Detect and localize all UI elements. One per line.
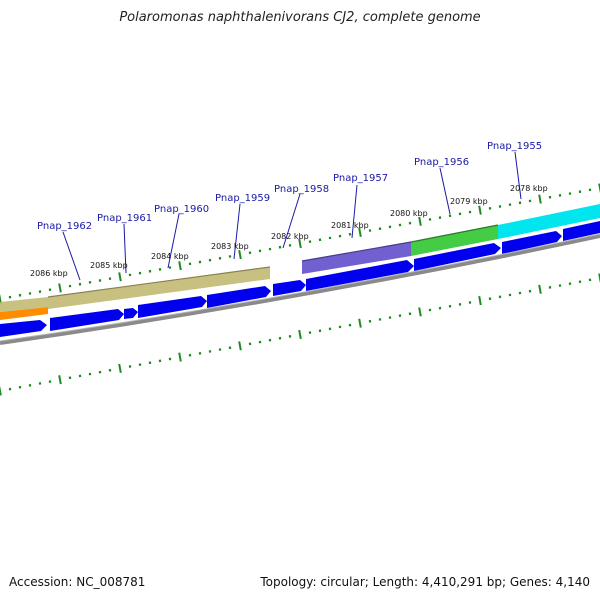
- kbp-label: 2081 kbp: [331, 221, 369, 230]
- cds-arrow[interactable]: [207, 286, 271, 308]
- kbp-labels: 2086 kbp 2085 kbp 2084 kbp 2083 kbp 2082…: [30, 184, 548, 278]
- kbp-label: 2083 kbp: [211, 242, 249, 251]
- outer-scale-ring: [0, 183, 600, 304]
- genome-backbone: [0, 234, 600, 345]
- scale-tick: [298, 238, 302, 249]
- feature-purple-1957[interactable]: [302, 242, 411, 274]
- inner-scale-ring: [0, 273, 600, 396]
- scale-tick: [238, 341, 242, 351]
- feature-green-1956[interactable]: [411, 225, 498, 256]
- scale-tick: [118, 272, 122, 282]
- scale-tick: [598, 273, 600, 283]
- scale-tick: [58, 283, 62, 293]
- accession-label: Accession: NC_008781: [9, 575, 146, 589]
- feature-cyan-1955[interactable]: [498, 204, 600, 239]
- scale-tick: [178, 261, 182, 271]
- scale-tick: [538, 194, 542, 204]
- scale-tick: [178, 352, 182, 362]
- cds-arrow[interactable]: [306, 260, 414, 291]
- kbp-label: 2084 kbp: [151, 252, 189, 261]
- feature-olive-left[interactable]: [0, 297, 48, 312]
- cds-arrow[interactable]: [50, 309, 124, 331]
- kbp-label: 2085 kbp: [90, 261, 128, 270]
- gene-labels: Pnap_1962 Pnap_1961 Pnap_1960 Pnap_1959 …: [37, 141, 542, 281]
- kbp-label: 2082 kbp: [271, 232, 309, 241]
- cds-arrow[interactable]: [0, 320, 47, 337]
- gene-label[interactable]: Pnap_1959: [215, 193, 270, 204]
- scale-tick: [538, 284, 542, 294]
- cds-arrow[interactable]: [414, 243, 501, 271]
- scale-tick: [478, 296, 482, 306]
- scale-tick: [58, 375, 62, 385]
- gene-label[interactable]: Pnap_1960: [154, 204, 209, 215]
- cog-feature-band: [0, 204, 600, 320]
- gene-label[interactable]: Pnap_1956: [414, 157, 469, 168]
- gene-label[interactable]: Pnap_1962: [37, 221, 92, 232]
- kbp-label: 2086 kbp: [30, 269, 68, 278]
- gene-label[interactable]: Pnap_1961: [97, 213, 152, 224]
- cds-arrow[interactable]: [124, 308, 138, 319]
- cds-track: [0, 221, 600, 337]
- map-title: Polaromonas naphthalenivorans CJ2, compl…: [119, 10, 481, 25]
- scale-tick: [598, 183, 600, 193]
- feature-orange[interactable]: [0, 307, 48, 320]
- cds-arrow[interactable]: [138, 296, 207, 318]
- scale-tick: [418, 216, 422, 226]
- scale-tick: [0, 294, 2, 304]
- feature-olive-1962-1959[interactable]: [48, 267, 270, 309]
- scale-tick: [298, 329, 302, 340]
- scale-tick: [118, 363, 122, 373]
- scale-tick: [238, 250, 242, 260]
- kbp-label: 2078 kbp: [510, 184, 548, 193]
- cds-arrow[interactable]: [273, 280, 306, 296]
- gene-label[interactable]: Pnap_1955: [487, 141, 542, 152]
- kbp-label: 2079 kbp: [450, 197, 488, 206]
- scale-tick: [0, 386, 2, 396]
- gene-label[interactable]: Pnap_1958: [274, 184, 329, 195]
- kbp-label: 2080 kbp: [390, 209, 428, 218]
- scale-tick: [358, 318, 362, 328]
- scale-tick: [478, 205, 482, 215]
- genome-summary: Topology: circular; Length: 4,410,291 bp…: [260, 575, 590, 589]
- scale-tick: [358, 227, 362, 237]
- cds-arrow[interactable]: [563, 221, 600, 241]
- gene-label[interactable]: Pnap_1957: [333, 173, 388, 184]
- cds-arrow[interactable]: [502, 231, 562, 254]
- scale-tick: [418, 307, 422, 317]
